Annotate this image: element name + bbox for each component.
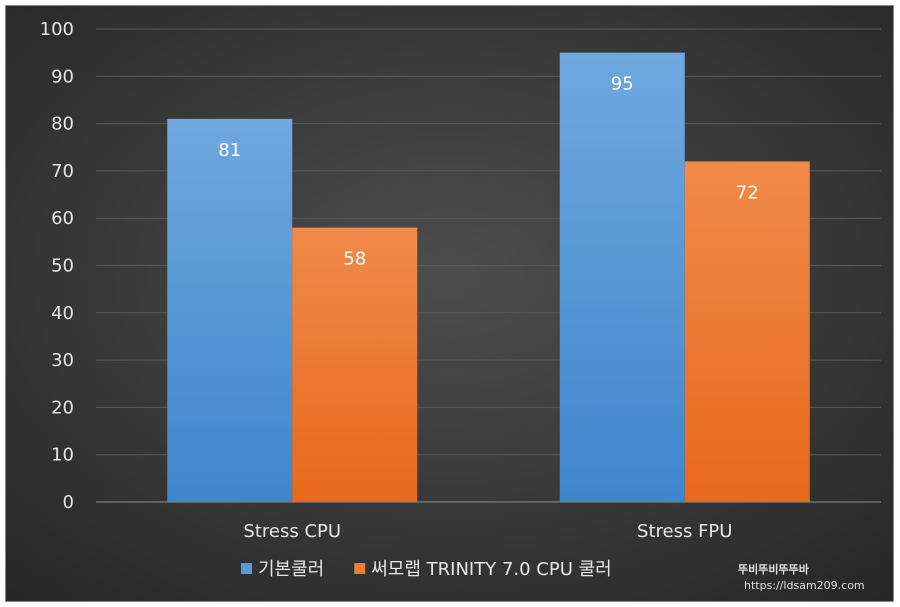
- y-tick-label: 60: [51, 208, 74, 229]
- watermark: 뚜비뚜비뚜뚜바 https://ldsam209.com: [738, 562, 865, 592]
- data-labels: 81 58 95 72: [218, 74, 758, 270]
- x-axis-categories: Stress CPU Stress FPU: [243, 521, 732, 542]
- bar-trinity-cooler: [684, 161, 810, 502]
- bar-chart: 0 10 20 30 40 50 60 70 80 90 100 81 58 95 72 Stress C…: [6, 6, 893, 601]
- data-label: 72: [736, 182, 759, 203]
- data-label: 95: [611, 74, 634, 95]
- chart-frame: 0 10 20 30 40 50 60 70 80 90 100 81 58 95 72 Stress C…: [5, 5, 894, 602]
- watermark-logo: 뚜비뚜비뚜뚜바: [738, 562, 810, 576]
- y-tick-label: 80: [51, 114, 74, 135]
- legend-label: 기본쿨러: [258, 559, 324, 580]
- y-tick-label: 30: [51, 350, 74, 371]
- y-tick-label: 20: [51, 397, 74, 418]
- data-label: 81: [218, 140, 241, 161]
- legend-swatch: [241, 563, 252, 574]
- y-axis-ticks: 0 10 20 30 40 50 60 70 80 90 100: [40, 19, 74, 513]
- y-tick-label: 50: [51, 256, 74, 277]
- bar-default-cooler: [167, 118, 293, 503]
- x-category-label: Stress CPU: [243, 521, 341, 542]
- x-category-label: Stress FPU: [637, 521, 732, 542]
- legend-swatch: [354, 563, 366, 574]
- y-tick-label: 10: [51, 445, 74, 466]
- bar-trinity-cooler: [292, 227, 418, 502]
- y-tick-label: 90: [51, 66, 74, 87]
- y-tick-label: 0: [63, 492, 74, 513]
- y-tick-label: 40: [51, 303, 74, 324]
- bar-default-cooler: [559, 52, 685, 503]
- y-tick-label: 100: [40, 19, 74, 40]
- data-label: 58: [343, 249, 366, 270]
- legend: 기본쿨러 써모랩 TRINITY 7.0 CPU 쿨러: [241, 559, 612, 580]
- legend-label: 써모랩 TRINITY 7.0 CPU 쿨러: [371, 559, 611, 580]
- watermark-url: https://ldsam209.com: [744, 579, 865, 592]
- y-tick-label: 70: [51, 161, 74, 182]
- bars: [167, 52, 810, 503]
